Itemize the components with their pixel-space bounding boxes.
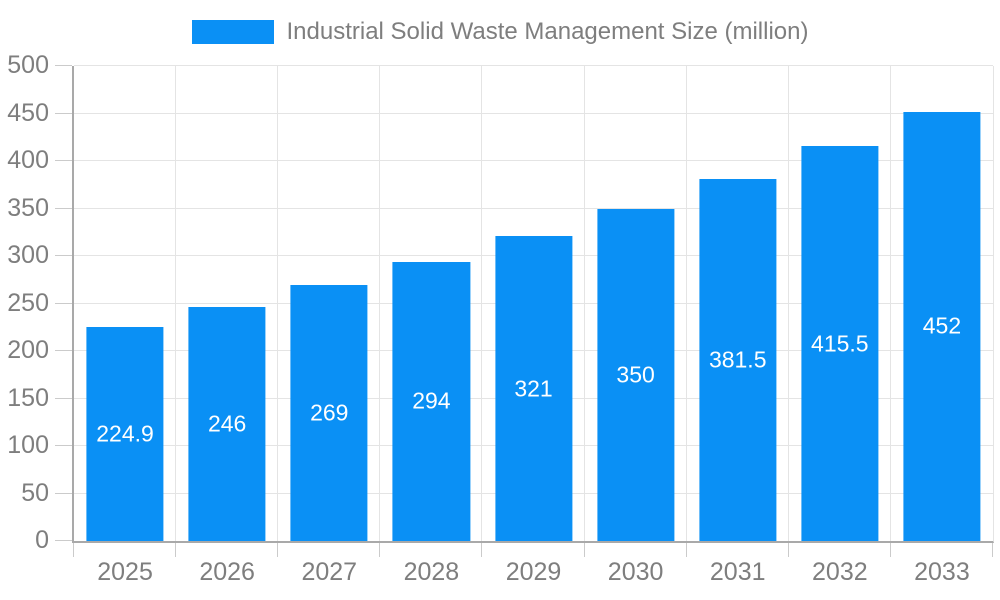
y-tick-mark <box>55 492 72 494</box>
y-axis-label: 100 <box>7 430 49 459</box>
legend-label: Industrial Solid Waste Management Size (… <box>286 18 809 45</box>
y-tick-mark <box>55 540 72 541</box>
x-axis-label: 2030 <box>607 558 664 586</box>
bar-value-label: 321 <box>514 375 553 402</box>
bar: 381.5 <box>699 178 777 541</box>
y-axis-label: 200 <box>7 335 49 364</box>
bar-value-label: 224.9 <box>96 420 154 447</box>
x-axis-label: 2026 <box>199 558 255 586</box>
bar-value-label: 415.5 <box>811 330 869 357</box>
y-axis-label: 400 <box>7 145 49 174</box>
bar: 350 <box>597 208 675 541</box>
x-axis-label: 2031 <box>709 558 766 586</box>
gridline-vertical <box>379 66 381 541</box>
bar-value-label: 452 <box>922 312 962 339</box>
bar-value-label: 381.5 <box>708 346 767 373</box>
y-axis-label: 0 <box>35 525 49 554</box>
bar: 452 <box>903 111 981 541</box>
y-tick-mark <box>55 302 72 304</box>
gridline-vertical <box>277 66 279 541</box>
legend: Industrial Solid Waste Management Size (… <box>0 18 1000 46</box>
x-tick-mark <box>992 543 993 557</box>
bar: 321 <box>494 236 573 541</box>
bar: 269 <box>290 285 368 541</box>
y-tick-mark <box>55 65 72 66</box>
gridline-horizontal <box>74 112 993 114</box>
y-axis-label: 350 <box>7 193 49 222</box>
x-axis-label: 2033 <box>914 558 970 586</box>
y-tick-mark <box>55 207 72 209</box>
x-tick-mark <box>787 543 789 557</box>
gridline-horizontal <box>74 160 993 161</box>
x-axis-label: 2029 <box>505 558 562 586</box>
x-tick-mark <box>889 543 891 557</box>
bar: 246 <box>188 307 266 541</box>
y-tick-mark <box>55 397 72 399</box>
gridline-vertical <box>889 66 891 541</box>
bar-value-label: 246 <box>207 410 247 437</box>
legend-swatch <box>191 20 274 44</box>
bar-value-label: 350 <box>616 361 655 388</box>
gridline-vertical <box>685 66 687 541</box>
gridline-vertical <box>787 66 789 541</box>
x-axis-label: 2032 <box>812 558 868 586</box>
gridline-horizontal <box>74 65 993 66</box>
x-tick-mark <box>583 543 585 557</box>
x-tick-mark <box>73 543 74 557</box>
y-tick-mark <box>55 112 72 114</box>
gridline-vertical <box>175 66 177 541</box>
y-tick-mark <box>55 445 72 446</box>
bar: 224.9 <box>86 327 164 541</box>
y-axis-label: 50 <box>21 478 49 507</box>
y-axis-label: 450 <box>7 98 49 127</box>
bar-value-label: 294 <box>412 387 451 414</box>
x-tick-mark <box>277 543 279 557</box>
y-tick-mark <box>55 160 72 161</box>
y-axis-label: 300 <box>7 240 49 269</box>
y-tick-mark <box>55 350 72 351</box>
y-axis-label: 150 <box>7 383 49 412</box>
plot-area: 0 50 100 150 200 250 300 350 400 450 500 224.9 2025 2… <box>7 52 994 585</box>
y-tick-mark <box>55 255 72 256</box>
x-tick-mark <box>685 543 687 557</box>
gridline-vertical <box>481 66 483 541</box>
y-axis-label: 500 <box>7 50 49 79</box>
x-axis-label: 2028 <box>403 558 460 586</box>
x-tick-mark <box>175 543 177 557</box>
x-axis-label: 2027 <box>301 558 358 586</box>
bar: 415.5 <box>801 146 879 541</box>
bar-value-label: 269 <box>310 399 349 426</box>
gridline-horizontal <box>74 207 993 209</box>
gridline-vertical <box>583 66 585 541</box>
x-axis-label: 2025 <box>97 558 153 586</box>
y-axis-label: 250 <box>7 288 49 317</box>
x-tick-mark <box>481 543 483 557</box>
x-tick-mark <box>379 543 381 557</box>
bar: 294 <box>392 261 470 541</box>
